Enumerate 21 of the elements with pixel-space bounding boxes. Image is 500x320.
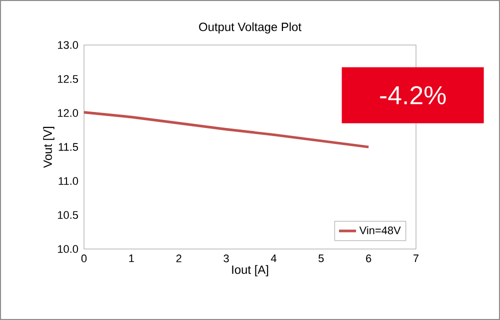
y-tick-label: 10.0: [58, 245, 78, 253]
y-tick-label: 11.5: [58, 143, 78, 151]
legend-label: Vin=48V: [359, 226, 401, 234]
y-axis-title: Vout [V]: [43, 126, 54, 168]
x-tick-label: 3: [224, 254, 229, 262]
x-tick-label: 0: [81, 254, 87, 262]
x-tick-label: 5: [318, 254, 324, 262]
x-axis-title: Iout [A]: [232, 265, 268, 276]
annotation: -4.2%: [380, 86, 446, 104]
y-tick-label: 10.5: [58, 211, 78, 219]
chart-title: Output Voltage Plot: [199, 22, 302, 34]
x-tick-label: 2: [176, 254, 182, 262]
line-series: [82, 111, 370, 148]
y-tick-label: 11.0: [58, 177, 78, 185]
x-tick-label: 4: [270, 254, 276, 262]
y-tick-label: 12.5: [58, 75, 78, 83]
x-tick-label: 7: [414, 254, 418, 262]
y-tick-label: 12.0: [58, 109, 78, 117]
x-tick-label: 6: [366, 254, 372, 262]
x-tick-label: 1: [129, 254, 134, 262]
y-tick-label: 13.0: [58, 41, 78, 49]
